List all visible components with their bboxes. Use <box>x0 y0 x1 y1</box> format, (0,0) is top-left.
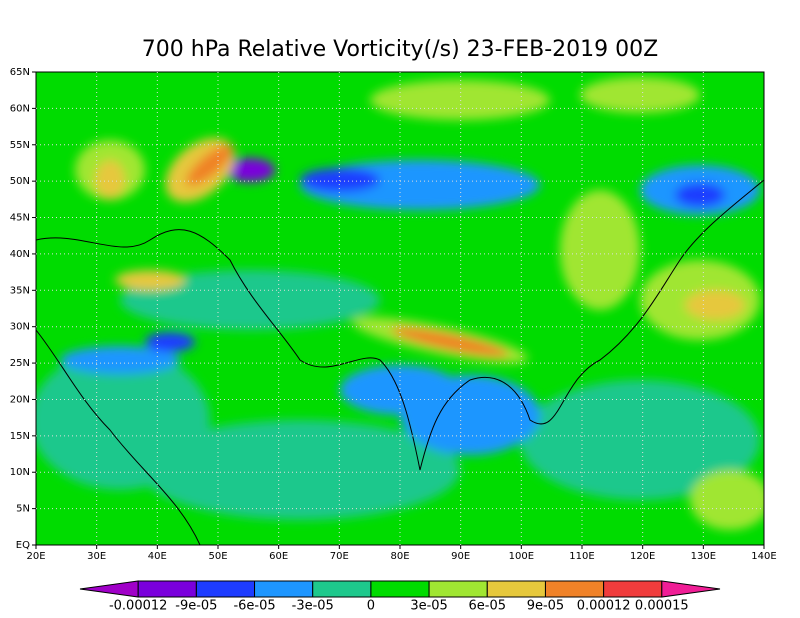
latitude-label: 15N <box>10 431 30 442</box>
longitude-label: 80E <box>390 551 409 562</box>
longitude-label: 100E <box>509 551 534 562</box>
latitude-label: 10N <box>10 467 30 478</box>
colorbar-swatch <box>428 580 488 598</box>
colorbar-label: -9e-05 <box>175 599 217 614</box>
colorbar-label: 3e-05 <box>410 599 448 614</box>
longitude-label: 60E <box>269 551 288 562</box>
colorbar-label: 0 <box>367 599 375 614</box>
longitude-label: 30E <box>87 551 106 562</box>
latitude-label: 55N <box>10 140 30 151</box>
colorbar-swatch <box>254 580 314 598</box>
longitude-label: 130E <box>691 551 716 562</box>
colorbar-swatch <box>370 580 430 598</box>
colorbar-swatch <box>544 580 605 598</box>
colorbar-label: -6e-05 <box>233 599 275 614</box>
longitude-label: 120E <box>630 551 655 562</box>
map-title: 700 hPa Relative Vorticity(/s) 23-FEB-20… <box>142 37 658 62</box>
longitude-label: 70E <box>330 551 349 562</box>
colorbar-label: 9e-05 <box>527 599 565 614</box>
colorbar-swatch <box>195 580 256 598</box>
latitude-label: 45N <box>10 213 30 224</box>
latitude-label: 50N <box>10 176 30 187</box>
latitude-label: 60N <box>10 103 30 114</box>
colorbar-label: 6e-05 <box>469 599 507 614</box>
colorbar-label: -3e-05 <box>292 599 334 614</box>
latitude-label: 25N <box>10 358 30 369</box>
latitude-label: 20N <box>10 394 30 405</box>
colorbar-swatch <box>79 580 139 598</box>
colorbar-swatch <box>486 580 546 598</box>
colorbar-label: 0.00012 <box>577 599 631 614</box>
longitude-label: 50E <box>208 551 227 562</box>
colorbar-swatch <box>137 580 197 598</box>
latitude-label: 35N <box>10 285 30 296</box>
latitude-label: 30N <box>10 322 30 333</box>
latitude-label: EQ <box>16 540 30 551</box>
longitude-label: 140E <box>751 551 776 562</box>
longitude-label: 40E <box>148 551 167 562</box>
colorbar-label: 0.00015 <box>635 599 689 614</box>
longitude-label: 20E <box>26 551 45 562</box>
longitude-label: 90E <box>451 551 470 562</box>
colorbar-swatch <box>312 580 372 598</box>
latitude-label: 65N <box>10 67 30 78</box>
longitude-label: 110E <box>569 551 594 562</box>
colorbar-swatch <box>603 580 663 598</box>
colorbar-swatch <box>661 580 721 598</box>
latitude-label: 40N <box>10 249 30 260</box>
colorbar-label: -0.00012 <box>109 599 167 614</box>
latitude-label: 5N <box>16 504 30 515</box>
